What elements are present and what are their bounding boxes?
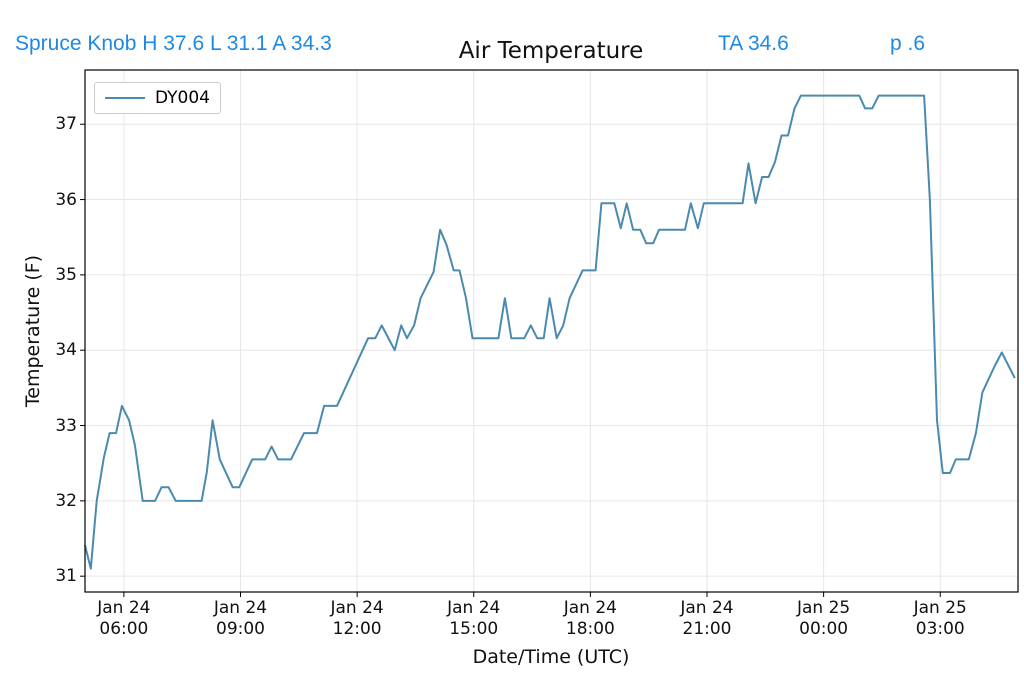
y-tick-label: 35 bbox=[55, 264, 77, 285]
data-line bbox=[84, 94, 1016, 570]
x-tick-label: Jan 24 15:00 bbox=[447, 598, 501, 639]
x-tick-label: Jan 25 03:00 bbox=[913, 598, 967, 639]
x-tick-label: Jan 24 21:00 bbox=[680, 598, 734, 639]
x-tick-label: Jan 25 00:00 bbox=[797, 598, 851, 639]
legend: DY004 bbox=[94, 82, 221, 114]
legend-label: DY004 bbox=[155, 88, 210, 108]
y-tick-label: 31 bbox=[55, 566, 77, 587]
station-summary: Spruce Knob H 37.6 L 31.1 A 34.3 bbox=[15, 32, 332, 55]
y-tick-label: 33 bbox=[55, 415, 77, 436]
x-tick-label: Jan 24 18:00 bbox=[563, 598, 617, 639]
chart-title: Air Temperature bbox=[458, 38, 644, 64]
y-tick-label: 36 bbox=[55, 189, 77, 210]
page-label: p .6 bbox=[890, 32, 926, 55]
y-tick-label: 32 bbox=[55, 490, 77, 511]
y-tick-label: 34 bbox=[55, 340, 77, 361]
y-tick-label: 37 bbox=[55, 114, 77, 135]
x-axis-label: Date/Time (UTC) bbox=[472, 646, 630, 668]
x-tick-label: Jan 24 06:00 bbox=[97, 598, 151, 639]
legend-swatch bbox=[105, 97, 145, 99]
x-tick-label: Jan 24 12:00 bbox=[330, 598, 384, 639]
plot-background bbox=[85, 70, 1018, 592]
x-tick-label: Jan 24 09:00 bbox=[213, 598, 268, 639]
average-label: TA 34.6 bbox=[718, 32, 789, 55]
plot-frame bbox=[84, 69, 1019, 593]
